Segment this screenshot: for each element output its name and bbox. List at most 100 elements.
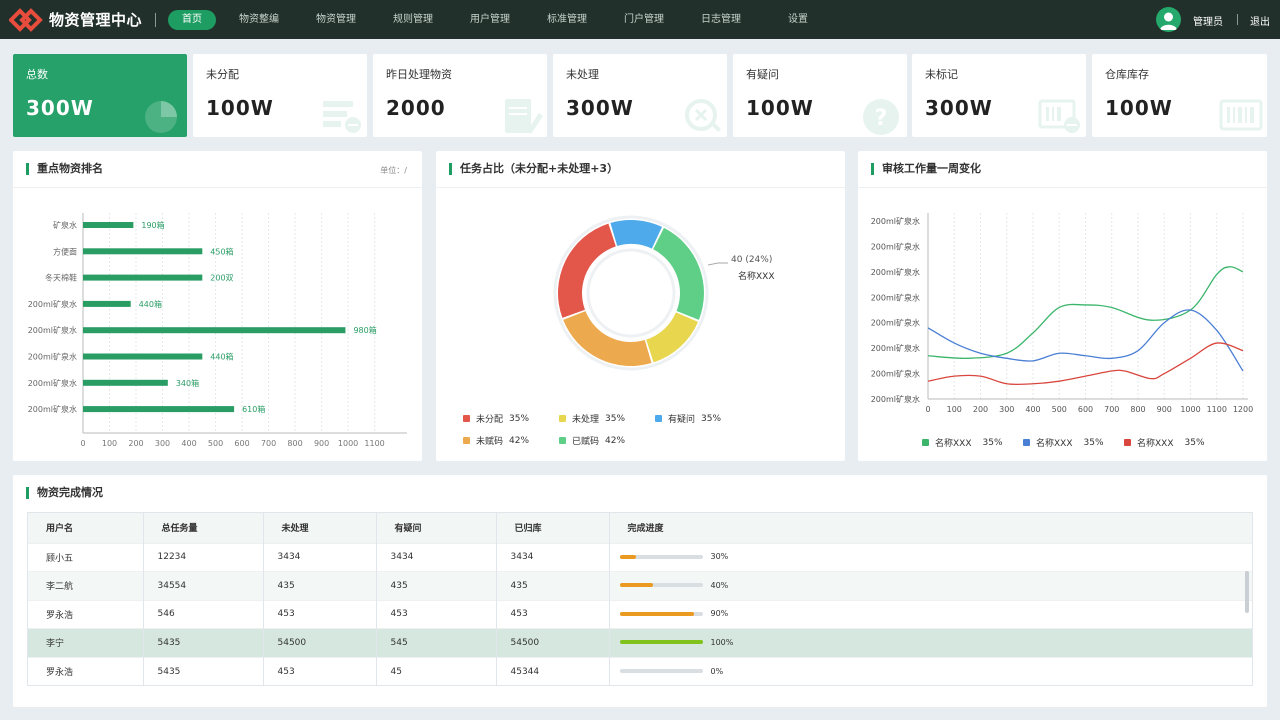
nav-item-1[interactable]: 物资整编 xyxy=(239,13,279,25)
bar[interactable] xyxy=(83,406,235,413)
avatar[interactable] xyxy=(1156,7,1181,32)
column-header[interactable]: 完成进度 xyxy=(609,513,1252,543)
completion-title: 物资完成情况 xyxy=(26,487,103,499)
user-name[interactable]: 管理员 xyxy=(1193,17,1223,28)
progress-bar xyxy=(619,611,703,616)
progress-bar xyxy=(619,640,703,645)
legend-item[interactable]: 名称XXX 35% xyxy=(922,436,1023,449)
stat-card-3[interactable]: 未处理 300W xyxy=(553,54,727,137)
line-legend: 名称XXX 35% 名称XXX 35% 名称XXX 35% xyxy=(922,436,1262,449)
barcode-icon xyxy=(1219,99,1263,131)
bar[interactable] xyxy=(83,274,203,281)
column-header[interactable]: 未处理 xyxy=(263,513,377,543)
donut-slice[interactable] xyxy=(563,311,652,366)
donut-legend: 未分配 35% 未处理 35% 有疑问 35% 未赋码 42% 已赋码 42% xyxy=(463,412,843,447)
column-header[interactable]: 有疑问 xyxy=(376,513,497,543)
column-header[interactable]: 已归库 xyxy=(496,513,610,543)
x-tick-label: 200 xyxy=(973,405,988,414)
stat-card-5[interactable]: 未标记 300W xyxy=(912,54,1086,137)
table-cell: 453 xyxy=(496,599,610,629)
progress-bar xyxy=(619,554,703,559)
x-tick-label: 700 xyxy=(261,439,276,448)
logout-link[interactable]: 退出 xyxy=(1250,17,1270,28)
legend-item[interactable]: 未分配 35% xyxy=(463,412,559,425)
legend-label: 有疑问 xyxy=(668,415,696,425)
stat-value: 300W xyxy=(925,96,993,120)
stat-card-2[interactable]: 昨日处理物资 2000 xyxy=(373,54,547,137)
table-row[interactable]: 顾小五 12234 3434 3434 3434 30% xyxy=(28,542,1252,572)
legend-item[interactable]: 未处理 35% xyxy=(559,412,655,425)
table-row[interactable]: 罗永浩 5435 453 45 45344 0% xyxy=(28,656,1252,685)
legend-label: 已赋码 xyxy=(572,437,600,447)
bar[interactable] xyxy=(83,222,134,228)
y-tick-label: 200ml矿泉水 xyxy=(871,394,920,404)
column-header[interactable]: 总任务量 xyxy=(143,513,264,543)
donut-slice[interactable] xyxy=(653,227,704,320)
nav-item-0[interactable]: 首页 xyxy=(168,9,216,30)
nav-item-8[interactable]: 设置 xyxy=(788,13,808,25)
svg-text:?: ? xyxy=(875,106,888,131)
table-cell: 罗永浩 xyxy=(28,656,144,685)
bar[interactable] xyxy=(83,248,203,255)
category-label: 200ml矿泉水 xyxy=(28,352,77,362)
progress-cell: 0% xyxy=(609,656,1252,685)
x-tick-label: 600 xyxy=(1078,405,1093,414)
x-tick-label: 1000 xyxy=(1180,405,1200,414)
stat-card-4[interactable]: 有疑问 100W? xyxy=(733,54,907,137)
series-line-2[interactable] xyxy=(927,342,1244,386)
stat-card-0[interactable]: 总数 300W xyxy=(13,54,187,137)
bar[interactable] xyxy=(83,300,131,307)
donut-slice[interactable] xyxy=(558,223,616,318)
main-nav: 首页 物资整编 物资管理 规则管理 用户管理 标准管理 门户管理 日志管理 设置 xyxy=(168,0,831,39)
table-scrollbar[interactable] xyxy=(1245,571,1249,613)
x-tick-label: 1100 xyxy=(364,439,384,448)
series-line-0[interactable] xyxy=(927,266,1244,359)
table-row[interactable]: 罗永浩 546 453 453 453 90% xyxy=(28,599,1252,629)
legend-swatch xyxy=(1124,439,1131,446)
stat-label: 未处理 xyxy=(566,68,599,81)
x-tick-label: 200 xyxy=(128,439,143,448)
series-line-1[interactable] xyxy=(927,309,1244,372)
legend-item[interactable]: 未赋码 42% xyxy=(463,434,559,447)
bar[interactable] xyxy=(83,353,203,360)
bar[interactable] xyxy=(83,379,168,386)
category-label: 方便面 xyxy=(53,246,77,256)
nav-item-5[interactable]: 标准管理 xyxy=(547,13,587,25)
table-cell: 罗永浩 xyxy=(28,599,144,629)
x-tick-label: 600 xyxy=(234,439,249,448)
legend-item[interactable]: 名称XXX 35% xyxy=(1124,436,1225,449)
legend-item[interactable]: 有疑问 35% xyxy=(655,412,753,425)
donut-slice[interactable] xyxy=(610,220,663,249)
nav-item-4[interactable]: 用户管理 xyxy=(470,13,510,25)
nav-item-7[interactable]: 日志管理 xyxy=(701,13,741,25)
bar-value-label: 450箱 xyxy=(210,246,233,256)
table-cell: 5435 xyxy=(143,628,264,657)
table-row[interactable]: 李宁 5435 54500 545 54500 100% xyxy=(28,628,1252,657)
table-cell: 54500 xyxy=(263,628,377,657)
table-cell: 435 xyxy=(376,571,497,600)
y-tick-label: 200ml矿泉水 xyxy=(871,318,920,328)
table-row[interactable]: 李二航 34554 435 435 435 40% xyxy=(28,571,1252,600)
stat-card-6[interactable]: 仓库库存 100W xyxy=(1092,54,1267,137)
bar[interactable] xyxy=(83,327,346,334)
legend-item[interactable]: 已赋码 42% xyxy=(559,434,655,447)
stat-label: 总数 xyxy=(26,68,48,81)
stat-card-1[interactable]: 未分配 100W xyxy=(193,54,367,137)
progress-fill xyxy=(619,640,703,645)
nav-item-6[interactable]: 门户管理 xyxy=(624,13,664,25)
nav-item-2[interactable]: 物资管理 xyxy=(316,13,356,25)
legend-swatch xyxy=(1023,439,1030,446)
y-tick-label: 200ml矿泉水 xyxy=(871,267,920,277)
legend-value: 35% xyxy=(982,437,1003,448)
table-cell: 453 xyxy=(376,599,497,629)
nav-item-3[interactable]: 规则管理 xyxy=(393,13,433,25)
x-tick-label: 900 xyxy=(314,439,329,448)
x-tick-label: 800 xyxy=(1130,405,1145,414)
column-header[interactable]: 用户名 xyxy=(28,513,144,543)
legend-item[interactable]: 名称XXX 35% xyxy=(1023,436,1124,449)
bar-value-label: 610箱 xyxy=(242,404,265,414)
progress-cell: 100% xyxy=(609,628,1252,657)
donut-slice[interactable] xyxy=(646,312,699,363)
stat-value: 300W xyxy=(26,96,94,120)
legend-label: 名称XXX xyxy=(1036,439,1073,449)
